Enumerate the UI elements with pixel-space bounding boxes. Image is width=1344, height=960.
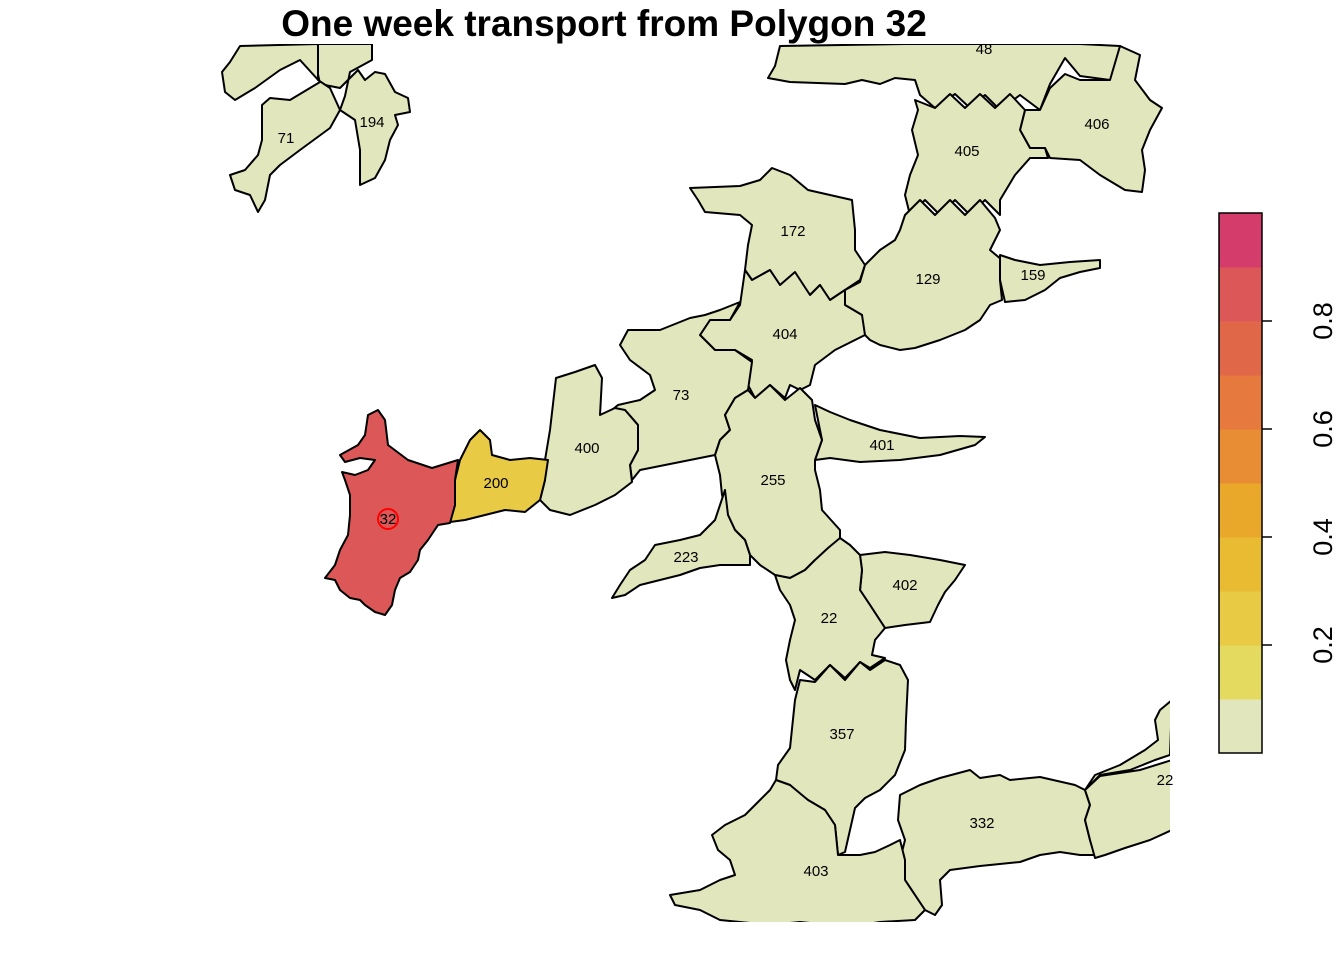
polygon-405[interactable]	[904, 93, 1049, 216]
source-location-marker	[377, 508, 399, 530]
polygon-406[interactable]	[1019, 45, 1163, 193]
polygon-label: 400	[574, 440, 599, 457]
polygon-label: 22	[1157, 772, 1174, 789]
polygon-label: 194	[359, 114, 384, 131]
legend-swatch	[1219, 591, 1262, 646]
polygon-401[interactable]	[814, 404, 986, 463]
legend-tick-label: 0.8	[1308, 302, 1338, 340]
polygon-label: 200	[483, 475, 508, 492]
polygon-label: 172	[780, 223, 805, 240]
polygon-label: 73	[673, 387, 690, 404]
legend-tick-label: 0.2	[1308, 626, 1338, 664]
polygon-403[interactable]	[669, 779, 926, 925]
polygon-label: 405	[954, 143, 979, 160]
legend-frame	[1218, 212, 1263, 754]
polygon-332[interactable]	[897, 769, 1096, 916]
polygon-label: 404	[772, 326, 797, 343]
legend-swatch	[1219, 645, 1262, 700]
polygon-32[interactable]	[324, 409, 459, 616]
polygon-22[interactable]	[774, 537, 886, 691]
polygon-48[interactable]	[767, 44, 1131, 111]
polygon-label: 48	[976, 41, 993, 58]
polygon-71[interactable]	[221, 44, 341, 213]
polygon-label: 159	[1020, 267, 1045, 284]
legend-swatch	[1219, 321, 1262, 376]
polygon-22b[interactable]	[1084, 700, 1172, 859]
polygon-label: 406	[1084, 116, 1109, 133]
polygon-label-layer: 48 194 71 406 405 172 129 159 404 73 400…	[278, 41, 1174, 880]
polygon-label: 357	[829, 726, 854, 743]
legend-swatch	[1219, 375, 1262, 430]
polygon-129[interactable]	[844, 199, 1003, 351]
polygon-label: 223	[673, 549, 698, 566]
polygon-label: 129	[915, 271, 940, 288]
polygon-label: 332	[969, 815, 994, 832]
color-legend: 0.2 0.4 0.6 0.8	[1218, 212, 1338, 754]
polygon-label: 401	[869, 437, 894, 454]
polygon-layer	[221, 44, 1172, 925]
polygon-label: 71	[278, 130, 295, 147]
polygon-223[interactable]	[611, 489, 751, 599]
polygon-label: 402	[892, 577, 917, 594]
polygon-label: 403	[803, 863, 828, 880]
legend-swatch	[1219, 213, 1262, 268]
legend-tick-label: 0.4	[1308, 518, 1338, 556]
polygon-label: 22	[821, 610, 838, 627]
polygon-label: 255	[760, 472, 785, 489]
map-title: One week transport from Polygon 32	[281, 3, 927, 44]
legend-swatch	[1219, 267, 1262, 322]
legend-swatch	[1219, 699, 1262, 754]
legend-swatch	[1219, 429, 1262, 484]
legend-swatch	[1219, 537, 1262, 592]
polygon-194[interactable]	[314, 44, 411, 186]
legend-tick-label: 0.6	[1308, 410, 1338, 448]
polygon-label: 32	[380, 511, 397, 528]
polygon-159[interactable]	[999, 254, 1101, 303]
legend-swatch	[1219, 483, 1262, 538]
